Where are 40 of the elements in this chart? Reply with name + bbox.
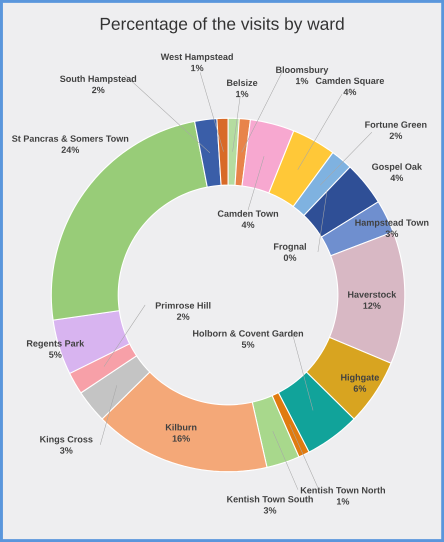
data-label: 3%: [264, 507, 276, 514]
data-label: 3%: [385, 230, 398, 237]
data-label: 12%: [363, 302, 381, 309]
data-label: 2%: [390, 132, 402, 139]
slice-label: Holborn & Covent Garden: [192, 330, 303, 337]
data-label: 1%: [191, 64, 204, 72]
data-label: 5%: [48, 351, 62, 358]
slice-label: Gospel Oak: [372, 163, 422, 172]
slice-label: St Pancras & Somers Town: [12, 135, 128, 142]
chart-title: Percentage of the visits by ward: [100, 17, 344, 34]
data-label: 1%: [296, 78, 308, 84]
data-label: 4%: [390, 174, 404, 182]
slice-label: Camden Square: [316, 77, 384, 86]
data-label: 1%: [236, 90, 248, 98]
slice-label: Fortune Green: [365, 121, 426, 128]
data-label: 1%: [336, 498, 350, 505]
data-label: 4%: [343, 88, 356, 96]
data-label: 4%: [242, 222, 254, 228]
category-label: Frognal: [274, 243, 306, 252]
slice-label: Highgate: [341, 374, 379, 382]
data-label: 5%: [242, 341, 254, 348]
slice-label: Bloomsbury: [276, 66, 328, 75]
data-label: 3%: [60, 447, 73, 454]
data-label: 16%: [172, 435, 190, 442]
data-label: 2%: [92, 86, 104, 94]
slice-label: Kentish Town North: [300, 486, 385, 494]
slice-label: West Hampstead: [160, 53, 233, 62]
slice-label: Kings Cross: [40, 436, 93, 444]
slice-label: Kentish Town South: [227, 496, 313, 502]
data-label: 2%: [176, 313, 190, 320]
slice-label: Regents Park: [26, 340, 84, 348]
slice-label: Camden Town: [218, 210, 278, 217]
slice-label: South Hampstead: [60, 75, 136, 84]
slice-label: Primrose Hill: [156, 302, 210, 309]
text: 0%: [284, 254, 296, 261]
slice-label: Belsize: [226, 79, 258, 86]
data-label: 6%: [354, 385, 366, 392]
slice-label: Kilburn: [166, 424, 196, 431]
data-label: 24%: [61, 146, 80, 153]
slice-label: Haverstock: [348, 291, 396, 298]
